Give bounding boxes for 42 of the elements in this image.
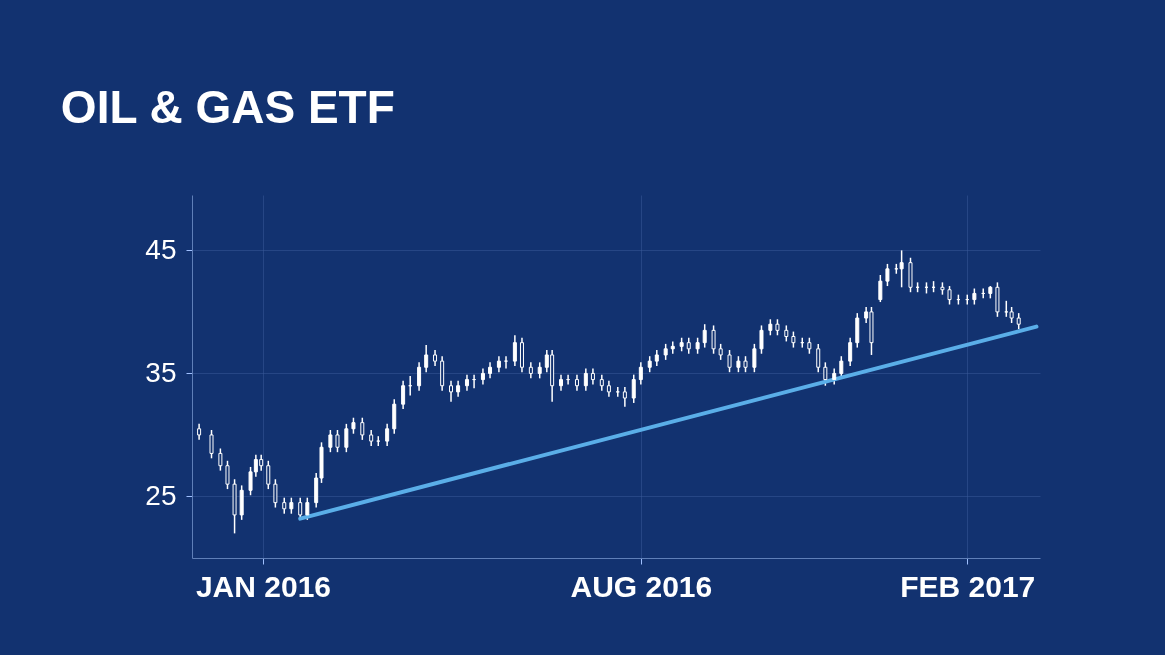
candlestick bbox=[305, 496, 310, 521]
candlestick bbox=[638, 361, 643, 386]
candlestick bbox=[622, 386, 627, 408]
candlestick bbox=[449, 380, 454, 403]
candlestick bbox=[512, 334, 517, 367]
candlestick bbox=[615, 386, 620, 398]
chart-title: OIL & GAS ETF bbox=[60, 81, 395, 133]
x-tick-label: JAN 2016 bbox=[195, 569, 332, 603]
candlestick bbox=[759, 324, 764, 355]
candlestick bbox=[417, 361, 422, 392]
y-tick-label: 45 bbox=[145, 233, 177, 265]
candlestick bbox=[752, 343, 757, 373]
candlestick bbox=[218, 447, 223, 472]
candlestick bbox=[424, 344, 429, 373]
candlestick bbox=[631, 373, 636, 404]
x-tick-label: AUG 2016 bbox=[570, 569, 713, 603]
candlestick bbox=[209, 429, 214, 460]
candlestick bbox=[711, 324, 716, 355]
y-tick-label: 35 bbox=[145, 356, 177, 388]
candlestick bbox=[848, 336, 853, 367]
candlestick bbox=[885, 263, 890, 287]
y-tick-label: 25 bbox=[145, 479, 177, 511]
candlestick bbox=[225, 460, 230, 490]
candlestick bbox=[702, 323, 707, 349]
candlestick bbox=[344, 423, 349, 453]
candlestick bbox=[360, 416, 365, 441]
candlestick bbox=[385, 423, 390, 447]
candlestick bbox=[899, 249, 904, 289]
candlestick bbox=[816, 343, 821, 373]
candlestick bbox=[266, 460, 271, 490]
candlestick bbox=[878, 274, 883, 303]
candlestick bbox=[823, 361, 828, 387]
candlestick bbox=[947, 285, 952, 306]
candlestick bbox=[401, 380, 406, 410]
candlestick bbox=[335, 429, 340, 453]
candlestick bbox=[727, 349, 732, 373]
candlestick bbox=[328, 429, 333, 453]
x-tick-label: FEB 2017 bbox=[900, 569, 1036, 603]
candlestick bbox=[670, 340, 675, 355]
candlestick bbox=[504, 355, 509, 370]
candlestick bbox=[583, 367, 588, 392]
candlestick bbox=[273, 478, 278, 509]
